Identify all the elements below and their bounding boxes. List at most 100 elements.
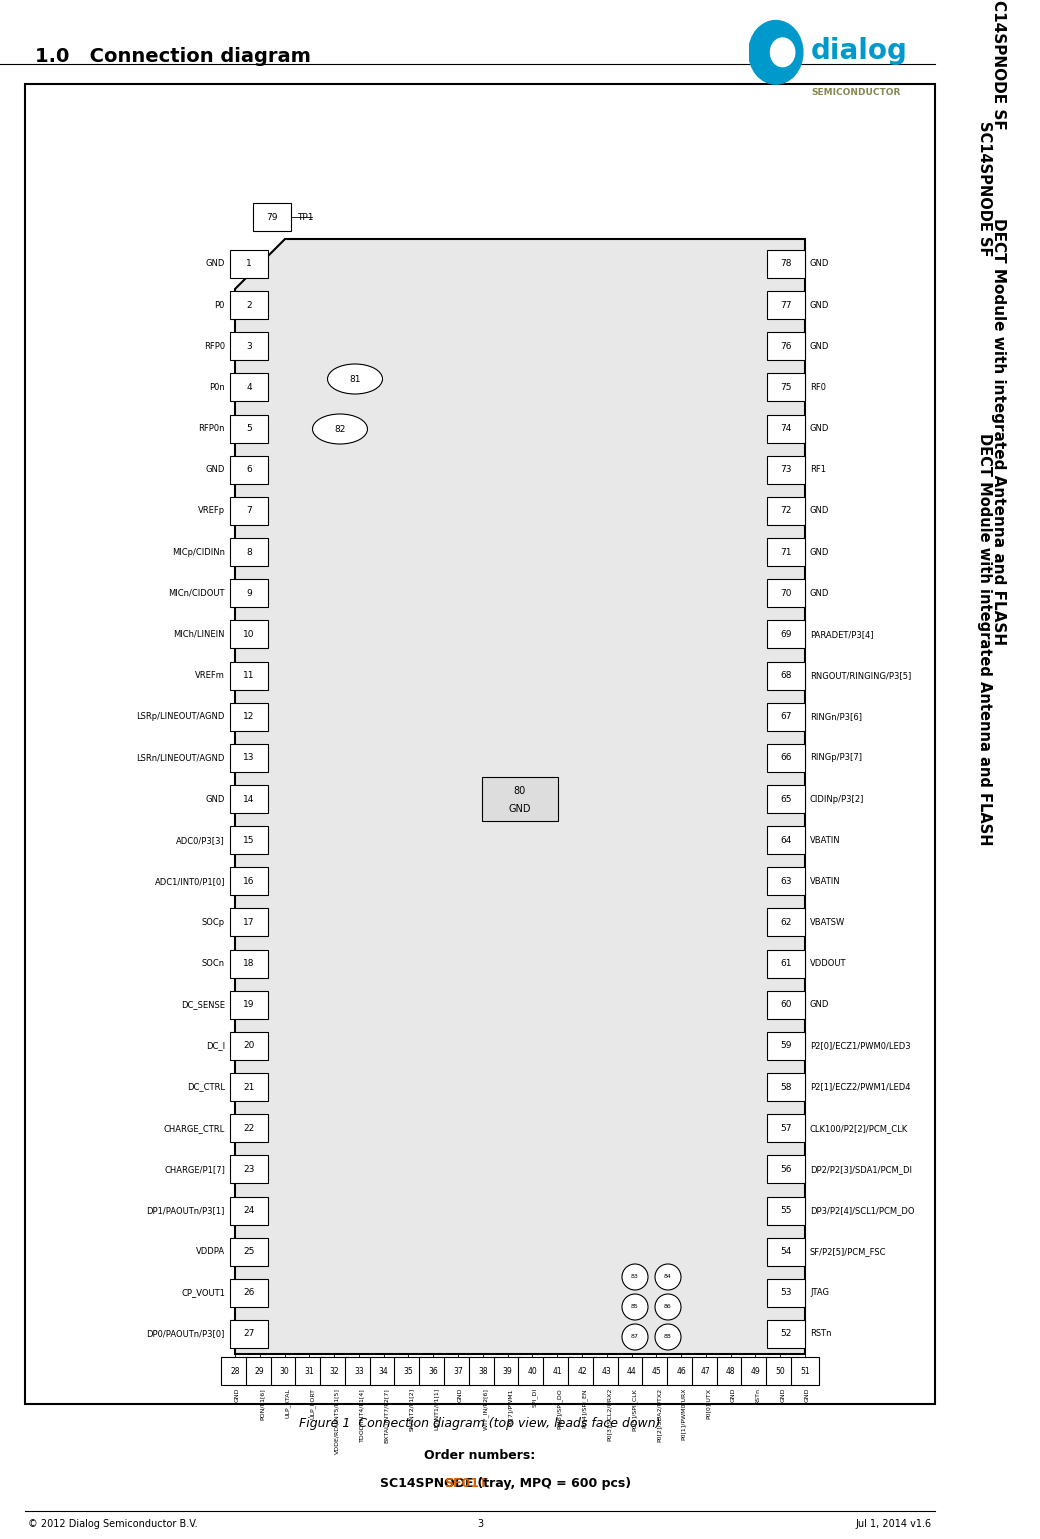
Text: MICp/CIDINn: MICp/CIDINn <box>172 548 225 557</box>
Text: VBATIN: VBATIN <box>810 877 840 886</box>
Text: ADC0/P3[3]: ADC0/P3[3] <box>176 836 225 845</box>
Text: 36: 36 <box>428 1367 438 1376</box>
Text: P2[1]/ECZ2/PWM1/LED4: P2[1]/ECZ2/PWM1/LED4 <box>810 1082 910 1091</box>
Text: 10: 10 <box>243 629 255 639</box>
Text: 76: 76 <box>780 342 791 351</box>
Text: P2[0]/ECZ1/PWM0/LED3: P2[0]/ECZ1/PWM0/LED3 <box>810 1042 911 1051</box>
Bar <box>230 908 268 936</box>
Text: GND: GND <box>810 300 829 309</box>
Bar <box>766 579 805 608</box>
Bar <box>230 414 268 443</box>
Text: 59: 59 <box>780 1042 791 1051</box>
Text: RSTn: RSTn <box>810 1330 832 1339</box>
Text: 57: 57 <box>780 1123 791 1133</box>
Text: GND: GND <box>810 425 829 432</box>
Text: RF0: RF0 <box>810 383 826 392</box>
Bar <box>618 1357 646 1385</box>
Text: JTAG: JTAG <box>810 1288 829 1297</box>
Bar <box>766 785 805 813</box>
Text: 77: 77 <box>780 300 791 309</box>
Bar <box>766 908 805 936</box>
Text: 66: 66 <box>780 754 791 762</box>
Text: 49: 49 <box>751 1367 760 1376</box>
Text: P0: P0 <box>214 300 225 309</box>
Bar <box>320 1357 348 1385</box>
Text: SC14SPNODE SF: SC14SPNODE SF <box>991 0 1007 129</box>
Text: 65: 65 <box>780 794 791 803</box>
Text: dialog: dialog <box>811 37 908 65</box>
Bar <box>230 1237 268 1265</box>
Text: 78: 78 <box>780 260 791 268</box>
Text: RNGOUT/RINGING/P3[5]: RNGOUT/RINGING/P3[5] <box>810 671 911 680</box>
Bar <box>230 1279 268 1307</box>
Text: PON/P1[6]: PON/P1[6] <box>260 1388 265 1420</box>
Bar <box>766 332 805 360</box>
Text: 25: 25 <box>243 1247 255 1256</box>
Text: 84: 84 <box>665 1274 672 1279</box>
Bar <box>766 826 805 854</box>
Text: 53: 53 <box>780 1288 791 1297</box>
Text: 55: 55 <box>780 1207 791 1214</box>
Bar <box>717 1357 745 1385</box>
Text: 61: 61 <box>780 959 791 968</box>
Bar <box>394 1357 422 1385</box>
Text: 16: 16 <box>243 877 255 886</box>
Text: 52: 52 <box>780 1330 791 1339</box>
Bar <box>230 1114 268 1142</box>
Text: RSTn: RSTn <box>755 1388 760 1404</box>
Text: 8: 8 <box>246 548 252 557</box>
Text: 63: 63 <box>780 877 791 886</box>
Bar <box>766 703 805 731</box>
Text: VBATSW: VBATSW <box>810 917 846 926</box>
Text: 9: 9 <box>246 589 252 597</box>
Text: P0[1]/PWM0/URX: P0[1]/PWM0/URX <box>681 1388 686 1441</box>
Text: 1: 1 <box>246 260 252 268</box>
Text: 51: 51 <box>800 1367 810 1376</box>
Text: 85: 85 <box>631 1305 639 1310</box>
Text: LSRp/LINEOUT/AGND: LSRp/LINEOUT/AGND <box>136 713 225 722</box>
Bar <box>766 414 805 443</box>
Text: 29: 29 <box>255 1367 264 1376</box>
Text: 67: 67 <box>780 713 791 722</box>
Bar <box>230 620 268 648</box>
Bar <box>766 662 805 689</box>
Bar <box>766 291 805 319</box>
Text: SEMICONDUCTOR: SEMICONDUCTOR <box>811 88 901 97</box>
Text: 26: 26 <box>243 1288 255 1297</box>
Text: © 2012 Dialog Semiconductor B.V.: © 2012 Dialog Semiconductor B.V. <box>28 1519 198 1530</box>
Text: GND: GND <box>780 1388 785 1402</box>
Bar <box>230 1156 268 1183</box>
Text: 75: 75 <box>780 383 791 392</box>
Text: CLK100/P2[2]/PCM_CLK: CLK100/P2[2]/PCM_CLK <box>810 1123 908 1133</box>
Text: P0[7]/PWM1: P0[7]/PWM1 <box>508 1388 513 1425</box>
Text: 44: 44 <box>627 1367 636 1376</box>
Text: GND: GND <box>206 794 225 803</box>
Circle shape <box>622 1294 648 1320</box>
Text: 56: 56 <box>780 1165 791 1174</box>
Bar <box>444 1357 472 1385</box>
Text: 80: 80 <box>514 786 526 796</box>
Text: TDOD/INT4/P1[4]: TDOD/INT4/P1[4] <box>359 1388 364 1442</box>
Text: 5: 5 <box>246 425 252 432</box>
Bar <box>518 1357 546 1385</box>
Text: 23: 23 <box>243 1165 255 1174</box>
Text: 43: 43 <box>602 1367 612 1376</box>
Bar <box>220 1357 249 1385</box>
Text: 40: 40 <box>527 1367 538 1376</box>
Text: ULP_PORT: ULP_PORT <box>309 1388 315 1419</box>
Text: 79: 79 <box>266 212 278 222</box>
Bar <box>766 1073 805 1100</box>
Text: 42: 42 <box>577 1367 587 1376</box>
Text: RF1: RF1 <box>810 465 826 474</box>
Bar <box>766 456 805 483</box>
Text: 62: 62 <box>780 917 791 926</box>
Text: GND: GND <box>509 803 531 814</box>
Text: 12: 12 <box>243 713 255 722</box>
Text: 18: 18 <box>243 959 255 968</box>
Text: GND: GND <box>805 1388 810 1402</box>
Text: 19: 19 <box>243 1000 255 1010</box>
Bar <box>230 1073 268 1100</box>
Bar <box>766 1279 805 1307</box>
Text: 27: 27 <box>243 1330 255 1339</box>
Text: 73: 73 <box>780 465 791 474</box>
